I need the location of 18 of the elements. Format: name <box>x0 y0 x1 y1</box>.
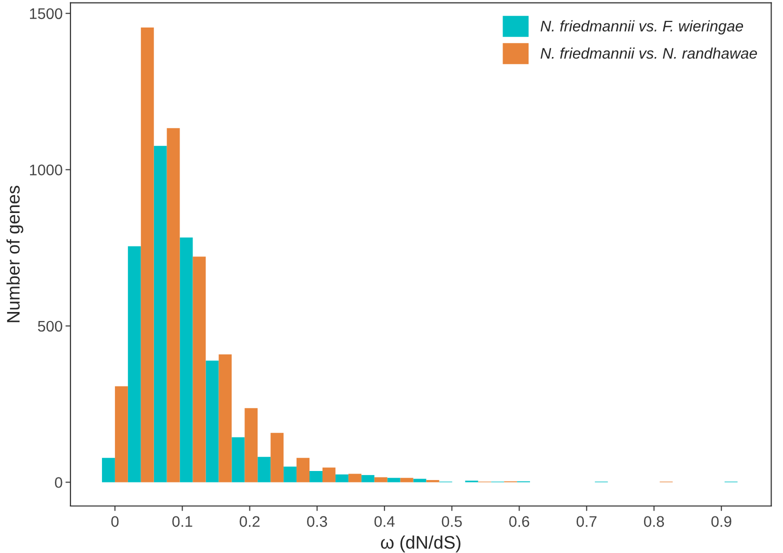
x-tick-label: 0.2 <box>240 516 260 527</box>
x-tick-label: 0.1 <box>172 516 192 527</box>
y-tick-label: 0 <box>54 477 62 488</box>
x-tick-label: 0.9 <box>711 516 732 527</box>
x-axis-title: ω (dN/dS) <box>380 536 460 552</box>
y-axis-title: Number of genes <box>6 186 24 322</box>
x-tick-label: 0.5 <box>442 516 462 527</box>
legend-label: N. friedmannii vs. F. wieringae <box>540 20 744 35</box>
y-tick-label: 1000 <box>30 164 62 176</box>
x-tick-label: 0 <box>111 516 119 527</box>
x-tick-label: 0.6 <box>509 516 530 527</box>
legend-label: N. friedmannii vs. N. randhawae <box>540 48 757 59</box>
x-tick-label: 0.8 <box>644 516 664 527</box>
x-tick-label: 0.3 <box>307 516 328 527</box>
x-tick-label: 0.4 <box>374 516 395 527</box>
x-tick-label: 0.7 <box>576 516 596 527</box>
y-tick-label: 500 <box>38 320 62 332</box>
y-tick-label: 1500 <box>30 8 62 20</box>
